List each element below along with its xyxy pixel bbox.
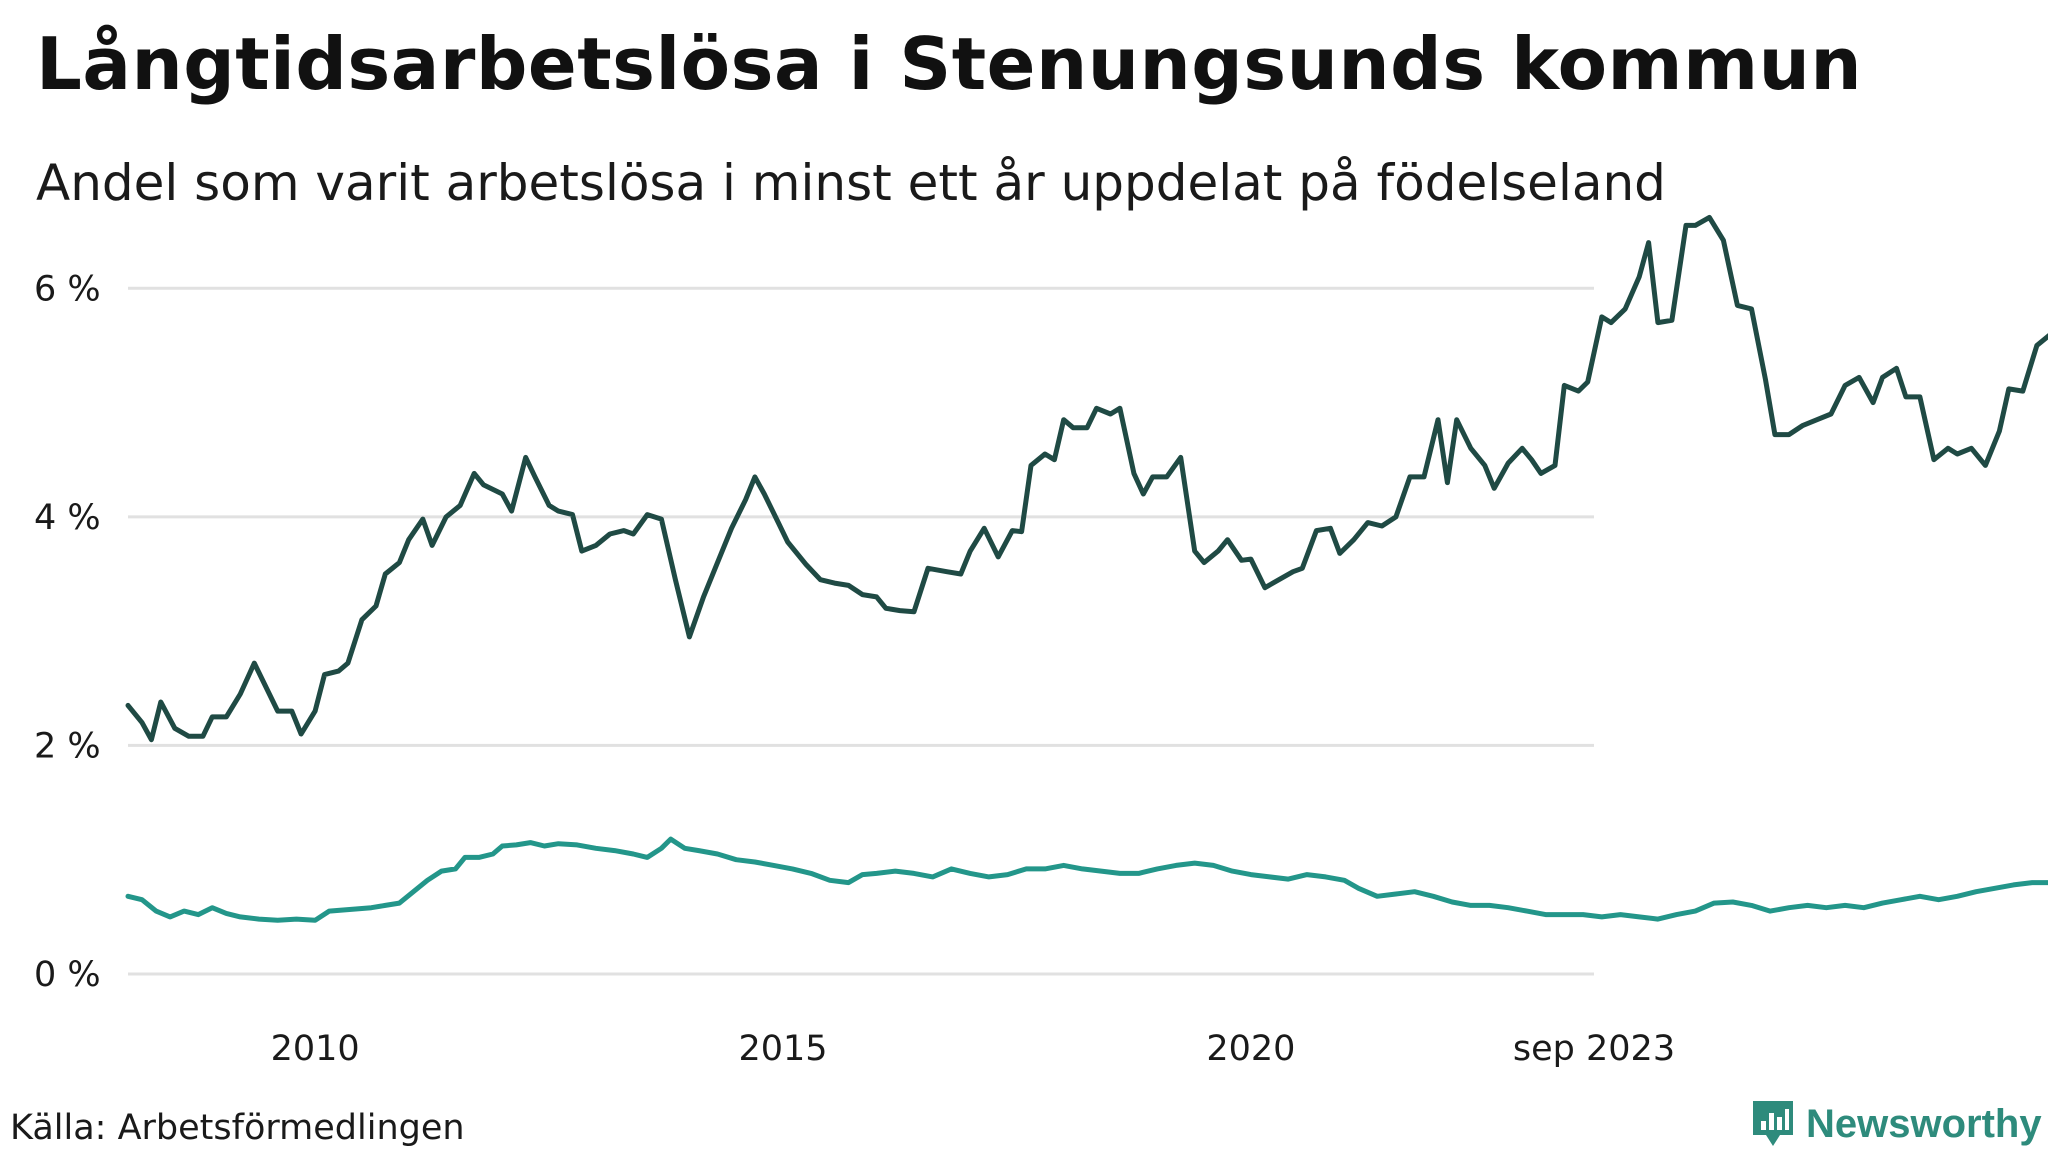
series-lines [125, 214, 2048, 923]
chart-subtitle: Andel som varit arbetslösa i minst ett å… [36, 154, 1666, 212]
series-line-sverige [125, 836, 2048, 923]
brand-logo[interactable]: Newsworthy [1750, 1098, 2042, 1150]
y-axis-ticks: 0 % 2 % 4 % 6 % [34, 269, 101, 995]
y-tick-label: 4 % [34, 498, 101, 538]
newsworthy-logo-icon [1753, 1101, 1793, 1146]
y-tick-label: 6 % [34, 269, 101, 309]
gridlines [128, 286, 1594, 976]
brand-name: Newsworthy [1806, 1101, 2042, 1146]
x-tick-label: 2015 [738, 1029, 827, 1069]
x-tick-label: sep 2023 [1513, 1029, 1675, 1069]
x-tick-label: 2020 [1206, 1029, 1295, 1069]
chart-title: Långtidsarbetslösa i Stenungsunds kommun [36, 22, 1863, 106]
y-tick-label: 2 % [34, 726, 101, 766]
source-note: Källa: Arbetsförmedlingen [10, 1108, 465, 1148]
x-tick-label: 2010 [271, 1029, 360, 1069]
x-axis-ticks: 2010 2015 2020 sep 2023 [271, 1029, 1675, 1069]
series-line-utomlands [125, 214, 2048, 743]
y-tick-label: 0 % [34, 955, 101, 995]
